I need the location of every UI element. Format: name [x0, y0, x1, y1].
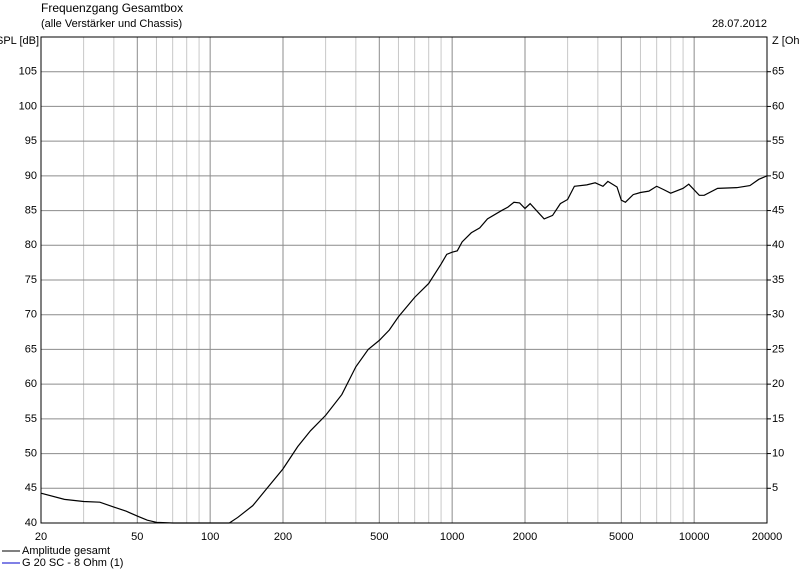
y-tick-label: 85: [25, 204, 37, 216]
x-tick-label: 2000: [513, 531, 537, 543]
y2-tick-label: 45: [772, 204, 784, 216]
x-tick-label: 10000: [679, 531, 710, 543]
series-line: [40, 175, 768, 524]
x-tick-label: 20: [35, 531, 47, 543]
y-tick-label: 45: [25, 482, 37, 494]
y-axis-label: SPL [dB]: [0, 35, 39, 47]
x-tick-label: 200: [274, 531, 292, 543]
x-tick-label: 500: [370, 531, 388, 543]
y2-tick-label: 65: [772, 66, 784, 78]
y2-tick-label: 25: [772, 343, 784, 355]
y2-tick-label: 5: [772, 482, 778, 494]
y2-tick-label: 30: [772, 309, 784, 321]
y-tick-label: 95: [25, 135, 37, 147]
y-tick-label: 70: [25, 309, 37, 321]
y-tick-label: 100: [19, 100, 37, 112]
y2-tick-label: 50: [772, 170, 784, 182]
x-tick-label: 5000: [609, 531, 633, 543]
y-tick-label: 80: [25, 239, 37, 251]
x-tick-label: 20000: [752, 531, 783, 543]
y2-axis-label: Z [Ohm]: [772, 35, 800, 47]
y-tick-label: 75: [25, 274, 37, 286]
y-tick-label: 60: [25, 378, 37, 390]
y-tick-label: 90: [25, 170, 37, 182]
y2-tick-label: 15: [772, 413, 784, 425]
legend-label: G 20 SC - 8 Ohm (1): [22, 557, 123, 569]
y2-tick-label: 10: [772, 447, 784, 459]
y2-tick-label: 20: [772, 378, 784, 390]
x-tick-label: 1000: [440, 531, 464, 543]
legend-label: Amplitude gesamt: [22, 545, 110, 557]
y-tick-label: 55: [25, 413, 37, 425]
y2-tick-label: 40: [772, 239, 784, 251]
y-tick-label: 50: [25, 447, 37, 459]
chart-title: Frequenzgang Gesamtbox: [41, 1, 183, 15]
y2-tick-label: 55: [772, 135, 784, 147]
y-tick-label: 65: [25, 343, 37, 355]
x-tick-label: 100: [201, 531, 219, 543]
y-tick-label: 40: [25, 517, 37, 529]
x-tick-label: 50: [131, 531, 143, 543]
y2-tick-label: 35: [772, 274, 784, 286]
y-tick-label: 105: [19, 66, 37, 78]
chart-subtitle: (alle Verstärker und Chassis): [41, 18, 182, 30]
y2-tick-label: 60: [772, 100, 784, 112]
chart-date: 28.07.2012: [712, 18, 767, 30]
plot-frame: [40, 36, 768, 524]
